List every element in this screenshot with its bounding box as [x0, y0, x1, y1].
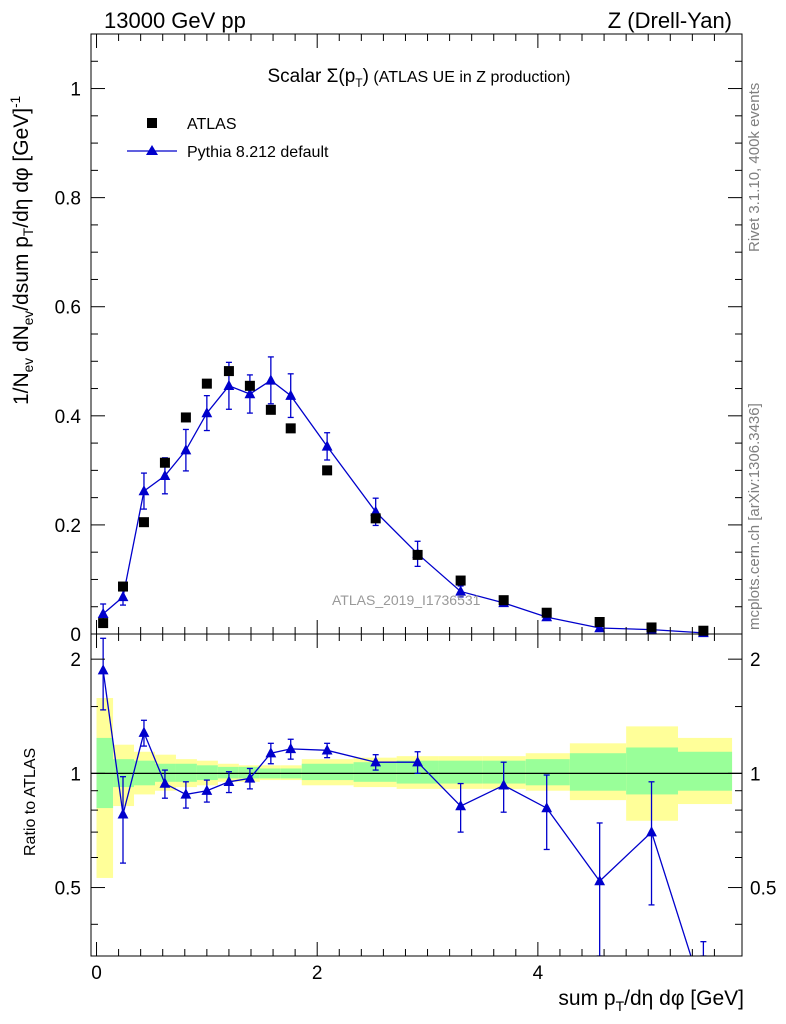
pythia-point — [223, 379, 235, 391]
atlas-point — [201, 378, 212, 389]
main-y-tick-label: 0.4 — [55, 407, 82, 428]
ratio-pythia-line — [102, 670, 692, 956]
atlas-point — [180, 412, 191, 423]
legend-atlas-label: ATLAS — [187, 116, 237, 133]
main-title: Scalar Σ(pT) (ATLAS UE in Z production) — [267, 66, 570, 90]
pythia-point — [180, 444, 192, 455]
legend: ATLAS Pythia 8.212 default — [127, 116, 329, 161]
ratio-pythia-point — [594, 875, 606, 886]
ratio-panel-frame — [90, 633, 743, 957]
ratio-uncertainty-band-inner — [301, 763, 354, 781]
ratio-pythia-point — [201, 784, 213, 795]
pythia-point — [285, 389, 297, 400]
atlas-point — [117, 581, 128, 592]
x-tick-label: 2 — [312, 963, 323, 984]
atlas-point — [646, 622, 657, 633]
ratio-pythia-point — [498, 779, 510, 790]
ratio-pythia-point — [455, 800, 467, 811]
ratio-y-tick-label: 2 — [70, 650, 81, 671]
atlas-point — [98, 618, 109, 629]
header-energy: 13000 GeV pp — [104, 8, 246, 33]
ratio-uncertainty-band-inner — [525, 759, 570, 786]
ratio-pythia-point — [180, 788, 192, 799]
ratio-pythia-point — [265, 747, 277, 758]
atlas-point — [322, 465, 333, 476]
pythia-point — [321, 440, 333, 451]
atlas-point — [285, 423, 296, 434]
ratio-pythia-point — [412, 756, 424, 767]
ratio-pythia-point — [646, 826, 657, 837]
ratio-series-group — [97, 637, 707, 956]
main-y-tick-label: 0.2 — [55, 516, 81, 537]
atlas-point — [594, 617, 605, 627]
pythia-point — [201, 407, 213, 418]
atlas-point — [244, 380, 255, 391]
atlas-point — [138, 517, 149, 528]
ratio-pythia-point — [117, 808, 129, 819]
atlas-point — [223, 366, 234, 377]
main-y-tick-label: 1 — [70, 80, 81, 101]
pythia-point — [265, 374, 277, 385]
atlas-point — [159, 457, 170, 468]
ratio-y-tick-label-right: 1 — [750, 764, 761, 785]
atlas-point — [455, 575, 466, 586]
ratio-pythia-point — [159, 777, 171, 788]
main-y-tick-label: 0 — [70, 625, 81, 646]
legend-pythia-label: Pythia 8.212 default — [187, 144, 329, 161]
ratio-pythia-point — [370, 756, 382, 767]
analysis-watermark: ATLAS_2019_I1736531 — [332, 592, 481, 608]
ratio-uncertainty-band-inner — [678, 751, 733, 791]
ratio-pythia-point — [138, 726, 150, 737]
atlas-point — [498, 595, 509, 606]
x-tick-label: 0 — [91, 963, 102, 984]
ratio-y-tick-label: 1 — [70, 764, 81, 785]
atlas-point — [412, 549, 423, 560]
atlas-point — [541, 607, 552, 618]
ratio-pythia-point — [223, 775, 235, 787]
pythia-point — [244, 388, 256, 399]
atlas-point — [265, 404, 276, 415]
pythia-point — [594, 622, 606, 633]
atlas-point — [698, 625, 709, 636]
ratio-pythia-point — [541, 802, 553, 813]
legend-atlas-marker — [147, 118, 157, 128]
ratio-pythia-point — [285, 742, 297, 754]
header-process: Z (Drell-Yan) — [607, 8, 732, 33]
main-y-tick-label: 0.8 — [55, 189, 81, 210]
ratio-uncertainty-band-inner — [569, 753, 627, 791]
ratio-y-tick-label-right: 2 — [750, 650, 761, 671]
ratio-uncertainty-band-inner — [196, 765, 218, 781]
ratio-y-tick-label-right: 0.5 — [750, 879, 776, 900]
pythia-point — [138, 485, 150, 496]
pythia-point — [159, 469, 171, 481]
pythia-point — [97, 607, 109, 619]
pythia-point — [117, 590, 129, 602]
x-tick-label: 4 — [533, 963, 544, 984]
ratio-pythia-point — [97, 664, 109, 675]
atlas-point — [370, 513, 381, 524]
ratio-pythia-point — [321, 744, 333, 755]
pythia-point — [455, 585, 467, 596]
ratio-uncertainty-band-inner — [353, 762, 397, 782]
main-y-tick-label: 0.6 — [55, 298, 81, 319]
x-axis-label: sum pT/dη dφ [GeV] — [558, 987, 744, 1014]
ratio-y-tick-label: 0.5 — [55, 879, 81, 900]
legend-pythia-marker — [146, 145, 158, 155]
ratio-uncertainty-band-inner — [438, 760, 483, 784]
ratio-pythia-point — [244, 772, 256, 783]
